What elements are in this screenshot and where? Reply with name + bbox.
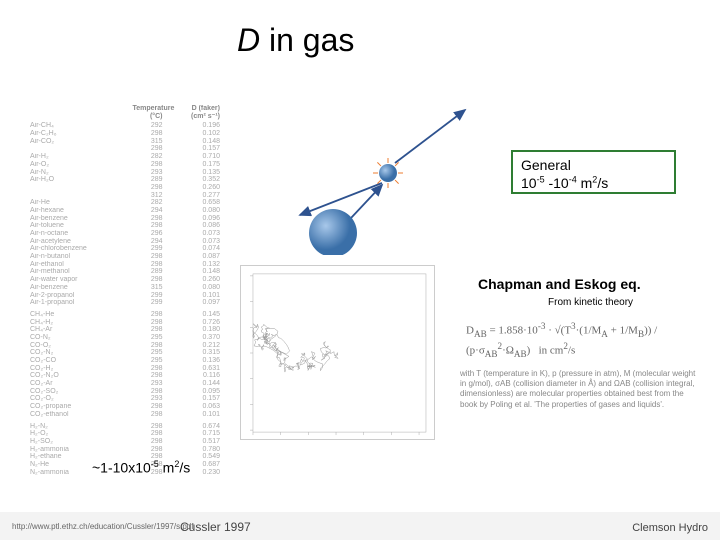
table-row: H₂-N₂2980.674	[30, 423, 220, 431]
general-range-box: General 10-5 -10-4 m2/s	[511, 150, 676, 194]
footer-brand: Clemson Hydro	[632, 522, 708, 534]
table-body: Air-CH₄2920.196Air-C₂H₆2980.102Air-CO₂31…	[30, 122, 220, 475]
table-row: CO₂-O₂2930.157	[30, 395, 220, 403]
formula-region: DAB = 1.858·10-3 · √(T3·(1/MA + 1/MB)) /…	[456, 315, 701, 435]
table-row: CO-O₂2980.212	[30, 342, 220, 350]
table-row: Air-C₂H₆2980.102	[30, 130, 220, 138]
page-title: D in gas	[237, 22, 354, 59]
table-row: CO₂-N₂O2980.116	[30, 372, 220, 380]
large-molecule	[309, 209, 357, 255]
diffusion-coefficient-table: Temperature (°C) D (faker) (cm² s⁻¹) Air…	[30, 105, 220, 475]
table-row: Air-H₂O2890.352	[30, 176, 220, 184]
table-row: CO₂-Ar2930.144	[30, 380, 220, 388]
general-range-value: 10-5 -10-4 m2/s	[521, 174, 666, 192]
table-row: 2980.260	[30, 184, 220, 192]
table-row: Air-H₂2820.710	[30, 153, 220, 161]
table-row: Air-chlorobenzene2990.074	[30, 245, 220, 253]
table-row: H₂-ammonia2980.780	[30, 446, 220, 454]
footer-url: http://www.ptl.ethz.ch/education/Cussler…	[12, 522, 193, 531]
molecule-collision-diagram	[260, 105, 490, 255]
table-row: Air-methanol2890.148	[30, 268, 220, 276]
table-row: Air-benzene3150.080	[30, 284, 220, 292]
table-row: Air-N₂2930.135	[30, 169, 220, 177]
chapman-eskog-heading: Chapman and Eskog eq.	[478, 276, 641, 292]
table-row: Air-CH₄2920.196	[30, 122, 220, 130]
table-row: Air-He2820.658	[30, 199, 220, 207]
chapman-eskog-formula: DAB = 1.858·10-3 · √(T3·(1/MA + 1/MB)) /…	[466, 321, 701, 361]
table-row: H₂-SO₂2980.517	[30, 438, 220, 446]
col-system	[30, 105, 115, 120]
table-row: CO₂-SO₂2980.095	[30, 388, 220, 396]
table-row: CH₄-He2980.145	[30, 311, 220, 319]
table-row: CO₂-H₂2980.631	[30, 365, 220, 373]
table-row: CO₂-propane2980.063	[30, 403, 220, 411]
small-molecule	[379, 164, 397, 182]
formula-description: with T (temperature in K), p (pressure i…	[460, 369, 701, 411]
table-row: Air-water vapor2980.260	[30, 276, 220, 284]
table-row: Air-acetylene2940.073	[30, 238, 220, 246]
title-text: in gas	[260, 22, 354, 58]
table-row: Air-CO₂3150.148	[30, 138, 220, 146]
col-temperature: Temperature (°C)	[133, 105, 163, 120]
title-variable: D	[237, 22, 260, 58]
table-row: 2980.157	[30, 145, 220, 153]
table-row: CH₄-H₂2980.726	[30, 319, 220, 327]
table-row: Air-hexane2940.080	[30, 207, 220, 215]
table-row: CO-N₂2950.370	[30, 334, 220, 342]
table-row: 3120.277	[30, 192, 220, 200]
table-row: Air-toluene2980.086	[30, 222, 220, 230]
table-row: Air-2-propanol2990.101	[30, 292, 220, 300]
random-walk-path	[253, 324, 338, 372]
slide-footer: http://www.ptl.ethz.ch/education/Cussler…	[0, 512, 720, 540]
table-row: CO₂-N₂2950.315	[30, 349, 220, 357]
footer-citation: Cussler 1997	[180, 520, 251, 534]
table-row: Air-O₂2980.175	[30, 161, 220, 169]
kinetic-theory-label: From kinetic theory	[548, 297, 633, 308]
col-diffusion: D (faker) (cm² s⁻¹)	[180, 105, 220, 120]
table-row: Air-n-octane2960.073	[30, 230, 220, 238]
table-row: Air-benzene2980.096	[30, 215, 220, 223]
trajectory-arrows	[300, 110, 465, 218]
table-row: CO₂-CO2950.136	[30, 357, 220, 365]
table-row: H₂-O₂2980.715	[30, 430, 220, 438]
table-row: Air-n-butanol2980.087	[30, 253, 220, 261]
table-row: CH₄-Ar2980.180	[30, 326, 220, 334]
diffusion-range-summary: ~1-10x10-5 m2/s	[92, 459, 190, 476]
table-row: Air-ethanol2980.132	[30, 261, 220, 269]
table-row: CO₂-ethanol2980.101	[30, 411, 220, 419]
table-row: Air-1-propanol2990.097	[30, 299, 220, 307]
table-header: Temperature (°C) D (faker) (cm² s⁻¹)	[30, 105, 220, 120]
general-label: General	[521, 156, 666, 174]
random-walk-plot	[240, 265, 435, 440]
